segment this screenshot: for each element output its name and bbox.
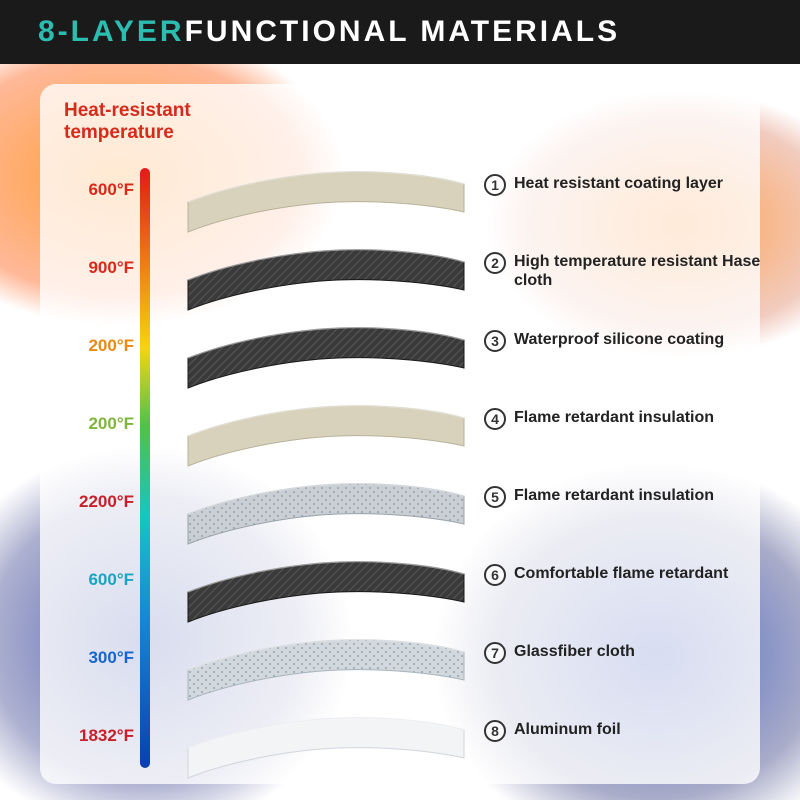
layer-label-text: Comfortable flame retardant [514, 564, 728, 583]
layer-label: 2 High temperature resistant Hase cloth [484, 252, 784, 290]
layer-number-badge: 1 [484, 174, 506, 196]
subtitle: Heat-resistant temperature [64, 100, 191, 145]
temp-label: 300°F [56, 648, 134, 668]
layer-number-badge: 2 [484, 252, 506, 274]
layer-label: 5 Flame retardant insulation [484, 486, 784, 508]
layer-number-badge: 8 [484, 720, 506, 742]
header-rest: FUNCTIONAL MATERIALS [185, 15, 621, 49]
layer-label: 1 Heat resistant coating layer [484, 174, 784, 196]
layer-label-text: Waterproof silicone coating [514, 330, 724, 349]
layer-number-badge: 4 [484, 408, 506, 430]
layer-label: 8 Aluminum foil [484, 720, 784, 742]
temp-label: 1832°F [56, 726, 134, 746]
header-accent: 8-LAYER [38, 15, 185, 49]
layer-label-text: High temperature resistant Hase cloth [514, 252, 784, 290]
temp-label: 200°F [56, 414, 134, 434]
temp-label: 900°F [56, 258, 134, 278]
subtitle-line2: temperature [64, 122, 191, 144]
layer-label-text: Heat resistant coating layer [514, 174, 723, 193]
layer-number-badge: 3 [484, 330, 506, 352]
material-layer [168, 696, 468, 788]
layer-label-text: Aluminum foil [514, 720, 621, 739]
layer-label: 4 Flame retardant insulation [484, 408, 784, 430]
header-bar: 8-LAYER FUNCTIONAL MATERIALS [0, 0, 800, 64]
layer-label-text: Flame retardant insulation [514, 408, 714, 427]
temp-label: 600°F [56, 180, 134, 200]
subtitle-line1: Heat-resistant [64, 100, 191, 122]
layer-number-badge: 5 [484, 486, 506, 508]
temp-label: 600°F [56, 570, 134, 590]
layer-number-badge: 6 [484, 564, 506, 586]
temp-label: 200°F [56, 336, 134, 356]
layer-label-text: Glassfiber cloth [514, 642, 635, 661]
layer-label: 7 Glassfiber cloth [484, 642, 784, 664]
layer-label-text: Flame retardant insulation [514, 486, 714, 505]
layer-number-badge: 7 [484, 642, 506, 664]
layer-label: 6 Comfortable flame retardant [484, 564, 784, 586]
temperature-gradient-bar [140, 168, 150, 768]
temp-label: 2200°F [56, 492, 134, 512]
infographic-root: 8-LAYER FUNCTIONAL MATERIALS Heat-resist… [0, 0, 800, 800]
layer-label: 3 Waterproof silicone coating [484, 330, 784, 352]
